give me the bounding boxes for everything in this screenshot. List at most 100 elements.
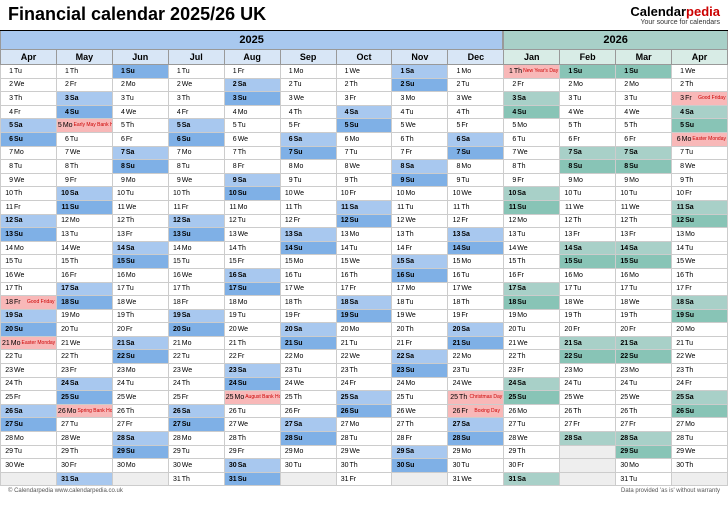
day-cell: 15Su xyxy=(616,255,672,269)
day-cell: 12Th xyxy=(113,215,169,229)
month-header: Oct xyxy=(337,50,393,65)
day-cell: 1We xyxy=(672,65,728,79)
day-cell: 25Tu xyxy=(392,391,448,405)
day-cell: 4Sa xyxy=(337,106,393,120)
day-cell: 22Fr xyxy=(225,350,281,364)
day-cell: 31Su xyxy=(225,473,281,487)
day-cell: 17We xyxy=(448,283,504,297)
day-cell: 26Mo xyxy=(504,405,560,419)
day-cell: 29We xyxy=(672,446,728,460)
day-cell: 6Tu xyxy=(57,133,113,147)
day-cell: 3Th xyxy=(169,92,225,106)
day-cell: 26Su xyxy=(337,405,393,419)
day-cell: 19Mo xyxy=(504,310,560,324)
day-cell: 31Sa xyxy=(504,473,560,487)
day-cell: 18Sa xyxy=(337,296,393,310)
day-cell: 14Su xyxy=(281,242,337,256)
day-cell: 6Su xyxy=(169,133,225,147)
day-cell: 20Fr xyxy=(560,323,616,337)
day-cell: 6MoEaster Monday xyxy=(672,133,728,147)
day-cell: 16Tu xyxy=(281,269,337,283)
day-cell: 8Fr xyxy=(225,160,281,174)
day-cell: 20Tu xyxy=(57,323,113,337)
day-cell: 15We xyxy=(337,255,393,269)
day-cell: 19We xyxy=(392,310,448,324)
day-cell: 5Fr xyxy=(448,119,504,133)
calendar-grid: 1Tu1Th1Su1Tu1Fr1Mo1We1Sa1Mo1ThNew Year's… xyxy=(0,65,728,486)
day-cell: 20Su xyxy=(0,323,57,337)
day-cell: 1Tu xyxy=(0,65,57,79)
day-cell: 18Mo xyxy=(225,296,281,310)
day-cell: 16Sa xyxy=(225,269,281,283)
day-cell: 25ThChristmas Day xyxy=(448,391,504,405)
day-cell: 6Fr xyxy=(616,133,672,147)
day-cell: 21We xyxy=(504,337,560,351)
day-cell: 30Sa xyxy=(225,459,281,473)
day-cell: 5Su xyxy=(337,119,393,133)
day-cell: 26FrBoxing Day xyxy=(448,405,504,419)
day-cell: 13Sa xyxy=(448,228,504,242)
day-cell: 1Fr xyxy=(225,65,281,79)
day-cell: 19Th xyxy=(616,310,672,324)
day-cell: 2Fr xyxy=(504,79,560,93)
day-cell: 14We xyxy=(504,242,560,256)
day-cell: 24Th xyxy=(169,378,225,392)
day-cell: 14Sa xyxy=(616,242,672,256)
day-cell: 2Sa xyxy=(225,79,281,93)
day-cell: 7Sa xyxy=(560,147,616,161)
day-cell: 7Tu xyxy=(672,147,728,161)
day-cell: 22Tu xyxy=(169,350,225,364)
day-cell: 21Tu xyxy=(672,337,728,351)
day-cell: 5We xyxy=(392,119,448,133)
day-cell: 3Mo xyxy=(392,92,448,106)
day-cell: 11Th xyxy=(448,201,504,215)
day-cell: 24Tu xyxy=(560,378,616,392)
day-cell: 7We xyxy=(504,147,560,161)
day-cell: 14Sa xyxy=(560,242,616,256)
day-cell: 20Th xyxy=(392,323,448,337)
day-cell: 6We xyxy=(225,133,281,147)
day-cell: 15Su xyxy=(113,255,169,269)
day-row: 6Su6Tu6Fr6Su6We6Sa6Mo6Th6Sa6Tu6Fr6Fr6MoE… xyxy=(0,133,728,147)
day-cell: 30We xyxy=(0,459,57,473)
day-cell: 17Sa xyxy=(504,283,560,297)
day-cell: 7Fr xyxy=(392,147,448,161)
day-cell: 9Fr xyxy=(57,174,113,188)
day-row: 8Tu8Th8Su8Tu8Fr8Mo8We8Sa8Mo8Th8Su8Su8We xyxy=(0,160,728,174)
day-row: 22Tu22Th22Su22Tu22Fr22Mo22We22Sa22Mo22Th… xyxy=(0,350,728,364)
day-cell: 28Su xyxy=(448,432,504,446)
day-cell: 27We xyxy=(225,418,281,432)
day-cell: 27Su xyxy=(0,418,57,432)
day-cell: 30We xyxy=(169,459,225,473)
day-cell: 3FrGood Friday xyxy=(672,92,728,106)
day-cell: 16Th xyxy=(337,269,393,283)
day-cell: 15Mo xyxy=(281,255,337,269)
day-cell: 5Th xyxy=(113,119,169,133)
day-cell: 10Th xyxy=(0,187,57,201)
day-cell: 7Su xyxy=(281,147,337,161)
day-row: 29Tu29Th29Su29Tu29Fr29Mo29We29Sa29Mo29Th… xyxy=(0,446,728,460)
day-cell: 17Fr xyxy=(672,283,728,297)
day-cell: 13Fr xyxy=(113,228,169,242)
day-cell: 9Th xyxy=(672,174,728,188)
day-cell: 10Su xyxy=(225,187,281,201)
year-row: 2025 2026 xyxy=(0,31,728,50)
day-cell: 1Th xyxy=(57,65,113,79)
day-cell: 21Su xyxy=(281,337,337,351)
day-cell: 9We xyxy=(0,174,57,188)
day-cell: 15Fr xyxy=(225,255,281,269)
day-cell: 30Mo xyxy=(113,459,169,473)
day-cell: 28Mo xyxy=(169,432,225,446)
day-row: 31Sa31Th31Su31Fr31We31Sa31Tu xyxy=(0,473,728,487)
day-cell: 4We xyxy=(560,106,616,120)
day-cell: 18Tu xyxy=(392,296,448,310)
day-cell: 27Fr xyxy=(560,418,616,432)
day-cell: 20Su xyxy=(169,323,225,337)
day-cell: 1Su xyxy=(560,65,616,79)
logo: Calendarpedia Your source for calendars xyxy=(630,4,720,26)
day-cell: 23We xyxy=(169,364,225,378)
day-cell: 26Tu xyxy=(225,405,281,419)
day-cell: 26Sa xyxy=(169,405,225,419)
day-cell: 27Mo xyxy=(672,418,728,432)
day-cell: 6Fr xyxy=(113,133,169,147)
